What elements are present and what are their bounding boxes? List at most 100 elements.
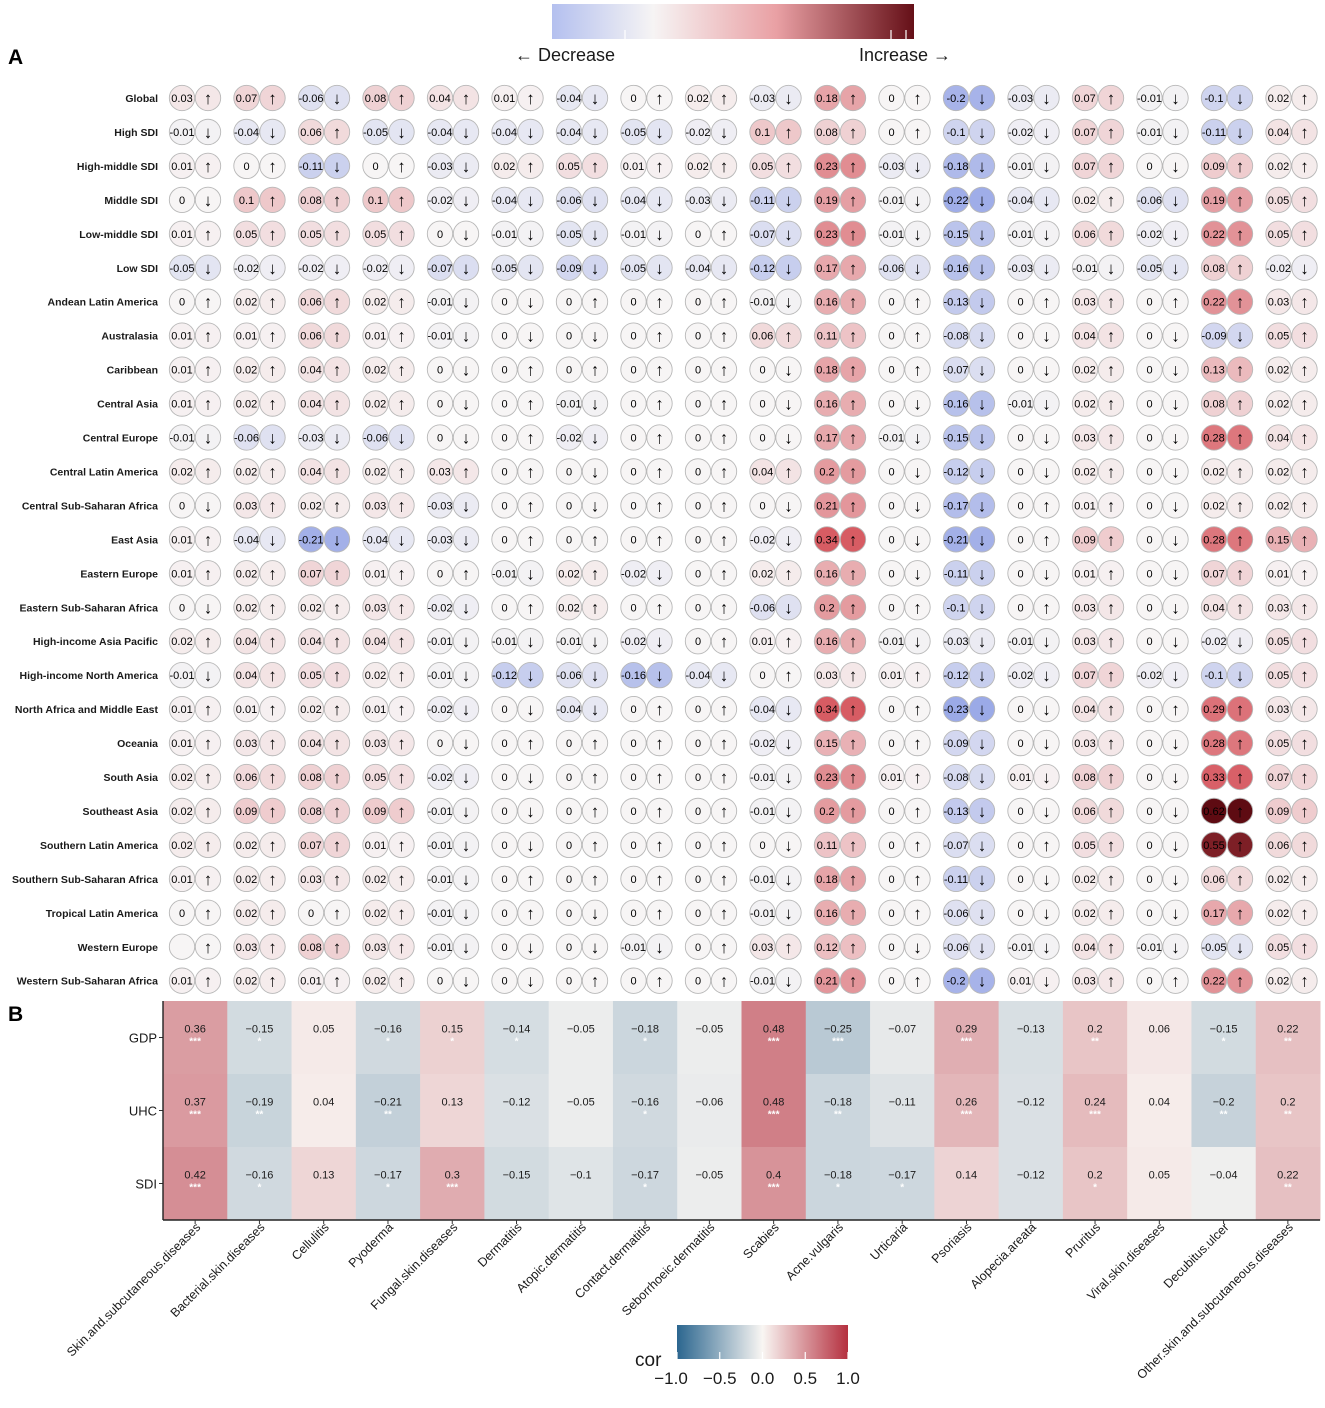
heatmap-tile	[548, 1147, 614, 1221]
arrow-up-icon: ↑	[1300, 632, 1309, 651]
cell-value-label: 0.03	[1074, 738, 1095, 750]
direction-circle	[517, 560, 544, 587]
direction-circle	[775, 560, 802, 587]
arrow-down-icon: ↓	[978, 361, 987, 380]
direction-circle	[839, 729, 867, 757]
value-circle	[1200, 152, 1228, 180]
cell-value-label: 0	[501, 840, 507, 852]
heatmap-cell: −0.12	[484, 1074, 550, 1148]
matrix-cell: -0.01 ↓	[878, 424, 931, 451]
value-circle	[1007, 322, 1034, 349]
arrow-down-icon: ↓	[978, 89, 987, 108]
significance-stars: **	[256, 1110, 264, 1121]
value-circle	[297, 526, 325, 553]
cell-value-label: 0.21	[816, 976, 837, 988]
cell-value-label: 0.28	[1203, 534, 1224, 546]
direction-circle	[839, 322, 867, 349]
direction-circle	[1033, 84, 1060, 112]
cell-value-label: 0	[1146, 874, 1152, 886]
cell-value-label: 0.04	[236, 670, 257, 682]
direction-circle	[323, 662, 351, 689]
cell-value-label: -0.02	[427, 602, 452, 614]
arrow-down-icon: ↓	[1171, 666, 1180, 685]
matrix-cell: -0.04 ↓	[620, 186, 673, 214]
cell-value-label: 0.17	[816, 433, 837, 445]
arrow-down-icon: ↓	[462, 938, 471, 957]
direction-circle	[517, 254, 544, 281]
value-circle	[168, 186, 196, 214]
arrow-down-icon: ↓	[784, 598, 793, 617]
cell-value-label: 0.16	[816, 636, 837, 648]
cell-value-label: -0.01	[427, 636, 452, 648]
cell-value-label: 0.05	[1268, 331, 1289, 343]
arrow-up-icon: ↑	[913, 836, 922, 855]
matrix-cell: 0 ↓	[491, 967, 544, 994]
direction-circle	[259, 560, 286, 587]
arrow-up-icon: ↑	[397, 768, 406, 787]
cell-value-label: 0.04	[752, 466, 773, 478]
cell-value-label: 0.06	[300, 127, 321, 139]
arrow-up-icon: ↑	[1300, 293, 1309, 312]
cell-value-label: -0.04	[556, 127, 581, 139]
arrow-down-icon: ↓	[913, 564, 922, 583]
cell-value-label: 0.23	[816, 229, 837, 241]
cell-value-label: 0	[1146, 331, 1152, 343]
direction-circle	[839, 356, 867, 383]
arrow-up-icon: ↑	[1300, 734, 1309, 753]
value-circle	[620, 594, 647, 621]
significance-stars: *	[386, 1183, 390, 1194]
heatmap-value-label: 0.26	[956, 1097, 977, 1109]
value-circle	[813, 729, 841, 757]
cell-value-label: -0.1	[947, 602, 966, 614]
arrow-down-icon: ↓	[462, 700, 471, 719]
value-circle	[491, 322, 518, 349]
arrow-up-icon: ↑	[397, 802, 406, 821]
arrow-up-icon: ↑	[591, 598, 600, 617]
matrix-cell: 0.02 ↑	[362, 288, 415, 315]
cell-value-label: 0	[630, 365, 636, 377]
arrow-up-icon: ↑	[849, 429, 858, 448]
arrow-up-icon: ↑	[1236, 904, 1245, 923]
value-circle	[426, 628, 454, 655]
arrow-up-icon: ↑	[720, 89, 729, 108]
matrix-cell: 0.02 ↑	[233, 288, 286, 315]
direction-circle	[839, 118, 867, 146]
cell-value-label: 0.08	[300, 772, 321, 784]
direction-circle	[646, 254, 673, 281]
value-circle	[1265, 695, 1292, 723]
value-circle	[620, 492, 647, 519]
value-circle	[942, 288, 970, 315]
arrow-down-icon: ↓	[204, 123, 213, 142]
row-label: Southern Latin America	[40, 840, 158, 852]
direction-circle	[323, 560, 351, 587]
arrow-up-icon: ↑	[849, 972, 858, 991]
matrix-cell: 0.34 ↑	[813, 695, 867, 723]
value-circle	[1071, 594, 1099, 621]
cell-value-label: 0.02	[236, 297, 257, 309]
cell-value-label: 0	[243, 161, 249, 173]
heatmap-tile	[998, 1001, 1064, 1075]
arrow-down-icon: ↓	[268, 123, 277, 142]
arrow-down-icon: ↓	[1042, 870, 1051, 889]
matrix-cell: 0 ↑	[878, 967, 931, 994]
arrow-up-icon: ↑	[204, 938, 213, 957]
value-circle	[749, 356, 776, 383]
matrix-cell: 0.01 ↑	[233, 322, 286, 349]
value-circle	[555, 84, 583, 112]
cell-value-label: -0.01	[169, 670, 194, 682]
value-circle	[362, 118, 389, 146]
matrix-cell: 0 ↑	[491, 356, 544, 383]
arrow-down-icon: ↓	[1171, 259, 1180, 278]
cell-value-label: 0.01	[300, 976, 321, 988]
cell-value-label: -0.02	[556, 433, 581, 445]
arrow-up-icon: ↑	[333, 191, 342, 210]
cell-value-label: 0.02	[236, 602, 257, 614]
cell-value-label: 0.01	[1010, 976, 1031, 988]
heatmap-value-label: −0.21	[374, 1097, 402, 1109]
matrix-cell: 0.02 ↑	[1071, 899, 1125, 926]
cell-value-label: 0	[695, 772, 701, 784]
direction-circle	[452, 118, 480, 146]
direction-circle	[710, 424, 738, 451]
matrix-cell: 0.04 ↑	[233, 628, 286, 655]
direction-circle	[968, 220, 996, 247]
